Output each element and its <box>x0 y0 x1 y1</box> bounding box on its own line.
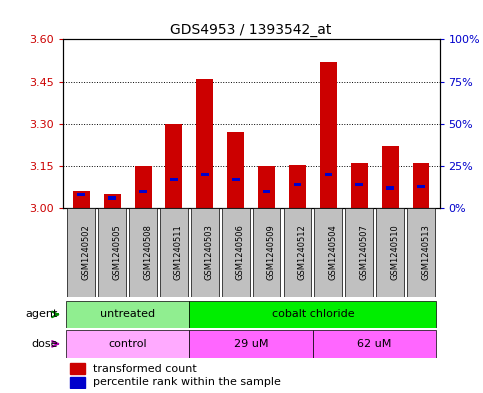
Bar <box>135 166 152 208</box>
Bar <box>201 173 209 176</box>
Text: GSM1240507: GSM1240507 <box>359 224 368 281</box>
Text: agent: agent <box>26 309 58 320</box>
Bar <box>166 124 183 208</box>
Title: GDS4953 / 1393542_at: GDS4953 / 1393542_at <box>170 23 332 37</box>
Text: percentile rank within the sample: percentile rank within the sample <box>93 377 281 387</box>
Bar <box>382 146 398 208</box>
Bar <box>104 194 121 208</box>
Bar <box>170 178 178 181</box>
Bar <box>294 183 301 186</box>
FancyBboxPatch shape <box>129 208 157 297</box>
Bar <box>386 186 394 190</box>
Text: GSM1240503: GSM1240503 <box>205 224 214 281</box>
Bar <box>289 165 306 208</box>
Bar <box>73 191 90 208</box>
Text: dose: dose <box>31 339 58 349</box>
FancyBboxPatch shape <box>191 208 219 297</box>
Bar <box>320 62 337 208</box>
Bar <box>77 193 85 196</box>
Bar <box>258 166 275 208</box>
Bar <box>108 196 116 200</box>
FancyBboxPatch shape <box>66 330 189 358</box>
Text: control: control <box>108 339 147 349</box>
Text: cobalt chloride: cobalt chloride <box>271 309 354 320</box>
Bar <box>71 377 85 387</box>
Text: GSM1240511: GSM1240511 <box>174 225 183 280</box>
FancyBboxPatch shape <box>313 330 437 358</box>
FancyBboxPatch shape <box>189 330 313 358</box>
Bar <box>417 185 425 188</box>
Text: GSM1240506: GSM1240506 <box>236 224 245 281</box>
Text: 29 uM: 29 uM <box>234 339 269 349</box>
Bar <box>355 183 363 186</box>
Text: GSM1240508: GSM1240508 <box>143 224 152 281</box>
FancyBboxPatch shape <box>314 208 342 297</box>
FancyBboxPatch shape <box>376 208 404 297</box>
Text: GSM1240505: GSM1240505 <box>112 225 121 280</box>
Bar <box>412 163 429 208</box>
Text: transformed count: transformed count <box>93 364 197 374</box>
Bar <box>325 173 332 176</box>
FancyBboxPatch shape <box>99 208 126 297</box>
FancyBboxPatch shape <box>284 208 312 297</box>
FancyBboxPatch shape <box>66 301 189 328</box>
FancyBboxPatch shape <box>68 208 95 297</box>
Bar <box>197 79 213 208</box>
Text: untreated: untreated <box>100 309 155 320</box>
FancyBboxPatch shape <box>189 301 437 328</box>
FancyBboxPatch shape <box>407 208 435 297</box>
Bar <box>263 190 270 193</box>
FancyBboxPatch shape <box>253 208 281 297</box>
Text: GSM1240504: GSM1240504 <box>328 225 337 280</box>
Text: GSM1240502: GSM1240502 <box>81 225 90 280</box>
FancyBboxPatch shape <box>160 208 188 297</box>
FancyBboxPatch shape <box>222 208 250 297</box>
FancyBboxPatch shape <box>345 208 373 297</box>
Bar <box>139 190 147 193</box>
Bar <box>71 364 85 374</box>
Bar <box>351 163 368 208</box>
Text: 62 uM: 62 uM <box>357 339 392 349</box>
Text: GSM1240512: GSM1240512 <box>298 225 307 280</box>
Bar <box>232 178 240 181</box>
Text: GSM1240509: GSM1240509 <box>267 225 276 280</box>
Text: GSM1240513: GSM1240513 <box>421 224 430 281</box>
Bar <box>227 132 244 208</box>
Text: GSM1240510: GSM1240510 <box>390 225 399 280</box>
